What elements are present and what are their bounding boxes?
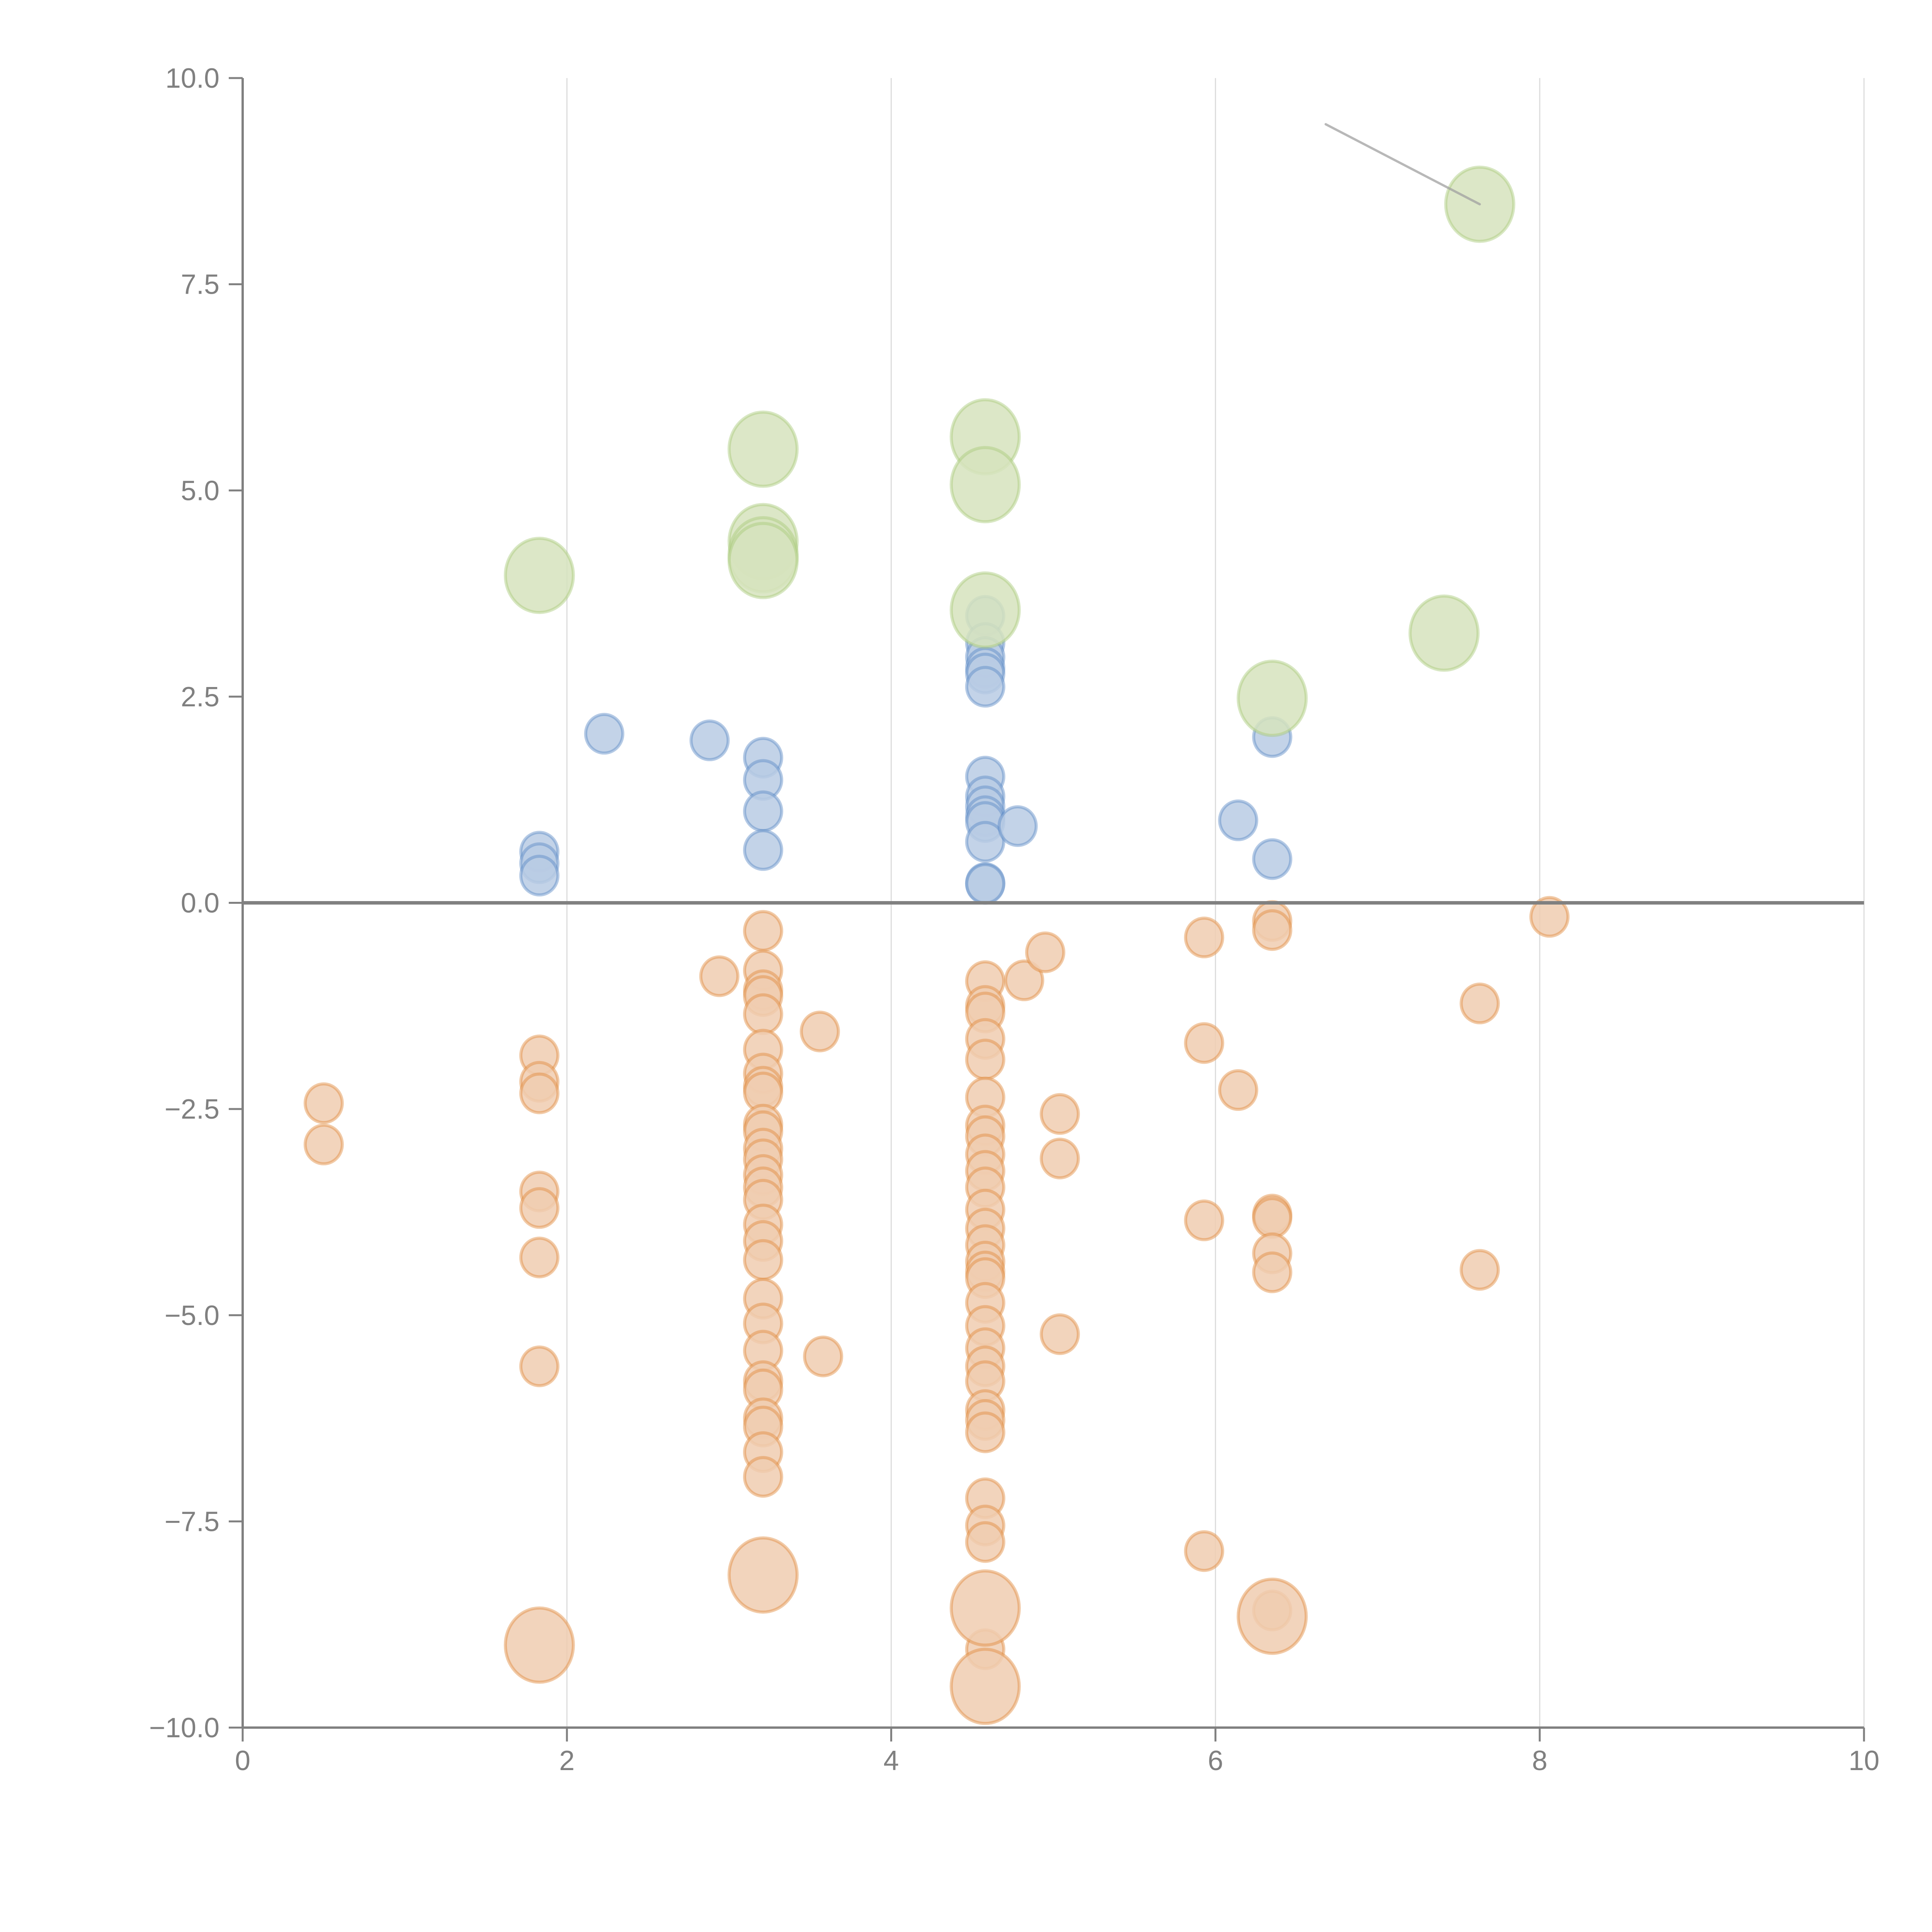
y-axis-ticks: 10.0 7.5 5.0 2.5 0.0 −2.5 −5.0 −7.5 −10.0 (149, 63, 243, 1743)
data-point-negative (965, 1521, 1005, 1563)
data-point-negative (1252, 1251, 1293, 1293)
data-point-large-negative (503, 1606, 575, 1684)
y-tick-label: 7.5 (181, 269, 219, 300)
data-point-negative (1459, 1249, 1500, 1291)
data-point-negative (965, 1039, 1005, 1081)
data-point-positive (1252, 838, 1293, 880)
data-point-negative (965, 1411, 1005, 1453)
data-point-negative (1004, 959, 1044, 1002)
data-point-negative (519, 1072, 560, 1114)
data-point-negative (743, 993, 783, 1035)
data-point-negative (1184, 1199, 1225, 1242)
x-tick-label: 8 (1532, 1745, 1548, 1776)
data-point-negative (303, 1123, 344, 1165)
data-point-large-positive (727, 522, 799, 599)
axes (242, 78, 1864, 1729)
data-point-large-positive (949, 571, 1021, 649)
data-points (303, 165, 1570, 1725)
data-point-large-negative (949, 1648, 1021, 1725)
data-point-positive (584, 713, 624, 755)
data-point-negative (799, 1010, 840, 1053)
x-tick-label: 6 (1208, 1745, 1223, 1776)
y-tick-label: 10.0 (165, 63, 219, 94)
data-point-negative (743, 1239, 783, 1281)
y-tick-label: −7.5 (165, 1506, 219, 1537)
y-tick-label: −5.0 (165, 1300, 219, 1331)
data-point-negative (1184, 1022, 1225, 1064)
data-point-negative (303, 1082, 344, 1124)
y-tick-label: 2.5 (181, 682, 219, 713)
data-point-negative (803, 1335, 844, 1378)
data-point-negative (1039, 1313, 1080, 1355)
data-point-negative (1252, 1197, 1293, 1239)
data-point-positive (743, 829, 783, 871)
data-point-negative (1529, 896, 1570, 938)
data-point-positive (1218, 799, 1259, 842)
data-point-positive (965, 666, 1005, 708)
data-point-large-negative (727, 1536, 799, 1614)
data-point-negative (699, 955, 740, 997)
y-tick-label: −10.0 (149, 1713, 219, 1743)
data-point-negative (519, 1187, 560, 1229)
x-tick-label: 10 (1849, 1745, 1879, 1776)
data-point-large-positive (949, 446, 1021, 524)
data-point-positive (997, 805, 1038, 847)
x-tick-label: 4 (883, 1745, 899, 1776)
data-point-large-positive (727, 410, 799, 488)
data-point-positive (965, 821, 1005, 863)
data-point-large-positive (1236, 660, 1308, 737)
data-point-positive (965, 863, 1005, 905)
data-point-negative (519, 1345, 560, 1388)
x-axis-ticks: 0 2 4 6 8 10 (235, 1728, 1879, 1776)
data-point-negative (1218, 1069, 1259, 1111)
data-point-negative (1184, 1530, 1225, 1572)
data-point-negative (743, 1456, 783, 1498)
data-point-negative (1039, 1138, 1080, 1180)
y-tick-label: 0.0 (181, 888, 219, 919)
data-point-negative (1252, 909, 1293, 951)
y-tick-label: −2.5 (165, 1094, 219, 1125)
annotation-leader-line (1324, 123, 1481, 206)
data-point-negative (519, 1236, 560, 1279)
data-point-large-negative (949, 1569, 1021, 1647)
data-point-negative (1025, 931, 1066, 973)
data-point-negative (1184, 917, 1225, 959)
data-point-positive (519, 855, 560, 897)
data-point-negative (1039, 1093, 1080, 1135)
data-point-positive (689, 719, 730, 762)
annotations (1324, 123, 1481, 206)
data-point-negative (743, 910, 783, 952)
data-point-negative (1459, 982, 1500, 1024)
x-tick-label: 2 (559, 1745, 575, 1776)
data-point-large-positive (1408, 594, 1480, 672)
data-point-large-negative (1236, 1577, 1308, 1655)
data-point-positive (743, 790, 783, 832)
data-point-large-positive (503, 537, 575, 614)
x-tick-label: 0 (235, 1745, 250, 1776)
y-tick-label: 5.0 (181, 475, 219, 506)
